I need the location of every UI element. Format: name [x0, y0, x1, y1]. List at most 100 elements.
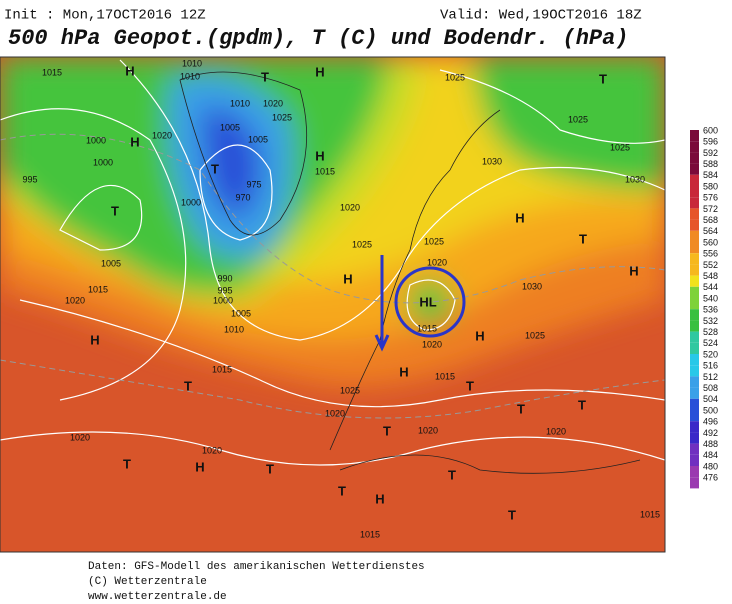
colorbar-label: 508 [703, 383, 718, 393]
map-label: T [448, 467, 456, 482]
map-label: 1000 [93, 157, 113, 167]
map-label: T [111, 203, 119, 218]
colorbar-swatch [690, 410, 699, 422]
map-label: 1010 [182, 58, 202, 68]
colorbar-label: 484 [703, 450, 718, 460]
map-label: T [579, 231, 587, 246]
map-label: HL [419, 294, 436, 309]
colorbar-label: 528 [703, 327, 718, 337]
map-label: 975 [246, 179, 261, 189]
map-label: 1030 [625, 174, 645, 184]
map-label: T [338, 483, 346, 498]
coastlines [179, 71, 641, 474]
colorbar-swatch [690, 152, 699, 164]
colorbar-swatch [690, 197, 699, 209]
colorbar-swatch [690, 174, 699, 186]
colorbar-label: 520 [703, 349, 718, 359]
map-label: T [383, 423, 391, 438]
map-label: 1005 [248, 134, 268, 144]
colorbar-swatch [690, 208, 699, 220]
map-label: 1005 [101, 258, 121, 268]
map-label: T [466, 378, 474, 393]
map-label: H [130, 134, 139, 149]
colorbar-swatch [690, 186, 699, 198]
colorbar-label: 480 [703, 461, 718, 471]
map-label: 1020 [65, 295, 85, 305]
map-label: 1000 [86, 135, 106, 145]
isobars [0, 59, 665, 466]
colorbar: 6005965925885845805765725685645605565525… [690, 125, 718, 489]
map-field: H 1015 T H 1010 1010 1010 1020 1025 1020 1005 1005 1… [0, 57, 665, 552]
map-label: 995 [22, 174, 37, 184]
colorbar-label: 592 [703, 148, 718, 158]
map-label: 1020 [427, 257, 447, 267]
arrow [374, 255, 390, 352]
map-label: 1025 [424, 236, 444, 246]
footer-line: www.wetterzentrale.de [88, 591, 227, 603]
temperature-lines [0, 133, 665, 419]
map-label: 1025 [272, 112, 292, 122]
colorbar-swatch [690, 320, 699, 332]
colorbar-swatch [690, 376, 699, 388]
map-label: 1010 [180, 71, 200, 81]
map-label: 1025 [340, 385, 360, 395]
map-label: H [195, 459, 204, 474]
colorbar-swatch [690, 286, 699, 298]
colorbar-swatch [690, 141, 699, 153]
map-label: T [184, 378, 192, 393]
map-label: 1010 [230, 98, 250, 108]
colorbar-swatch [690, 354, 699, 366]
colorbar-label: 548 [703, 271, 718, 281]
colorbar-label: 532 [703, 316, 718, 326]
colorbar-label: 504 [703, 394, 718, 404]
map-label: 1010 [224, 324, 244, 334]
colorbar-label: 516 [703, 361, 718, 371]
map-title: 500 hPa Geopot.(gpdm), T (C) und Bodendr… [8, 26, 629, 51]
map-label: H [629, 263, 638, 278]
map-label: 1025 [525, 330, 545, 340]
map-frame [0, 56, 666, 553]
valid-time: Valid: Wed,19OCT2016 18Z [440, 8, 642, 24]
colorbar-label: 560 [703, 237, 718, 247]
colorbar-swatch [690, 387, 699, 399]
colorbar-swatch [690, 130, 699, 142]
colorbar-label: 568 [703, 215, 718, 225]
colorbar-label: 584 [703, 170, 718, 180]
colorbar-label: 556 [703, 249, 718, 259]
footer-line: (C) Wetterzentrale [88, 576, 207, 588]
colorbar-label: 588 [703, 159, 718, 169]
colorbar-label: 544 [703, 282, 718, 292]
colorbar-swatch [690, 163, 699, 175]
map-label: T [123, 456, 131, 471]
colorbar-swatch [690, 432, 699, 444]
map-label: 1015 [360, 529, 380, 539]
colorbar-swatch [690, 242, 699, 254]
map-label: 1015 [88, 284, 108, 294]
map-label: H [90, 332, 99, 347]
map-label: T [261, 69, 269, 84]
colorbar-label: 512 [703, 372, 718, 382]
colorbar-swatch [690, 342, 699, 354]
map-label: T [599, 71, 607, 86]
map-label: 1020 [152, 130, 172, 140]
map-label: 970 [235, 192, 250, 202]
map-label: 990 [217, 273, 232, 283]
colorbar-label: 600 [703, 125, 718, 135]
colorbar-swatch [690, 264, 699, 276]
footer-line: Daten: GFS-Modell des amerikanischen Wet… [88, 561, 425, 573]
map-label: 1020 [422, 339, 442, 349]
map-label: 1015 [212, 364, 232, 374]
map-label: 1025 [445, 72, 465, 82]
colorbar-label: 500 [703, 405, 718, 415]
map-label: 1015 [640, 509, 660, 519]
map-label: H [343, 271, 352, 286]
map-label: 1020 [202, 445, 222, 455]
colorbar-label: 580 [703, 181, 718, 191]
map-label: 995 [217, 285, 232, 295]
map-label: 1025 [568, 114, 588, 124]
map-label: H [399, 364, 408, 379]
map-label: H [375, 491, 384, 506]
map-label: 1020 [325, 408, 345, 418]
map-label: 1025 [352, 239, 372, 249]
